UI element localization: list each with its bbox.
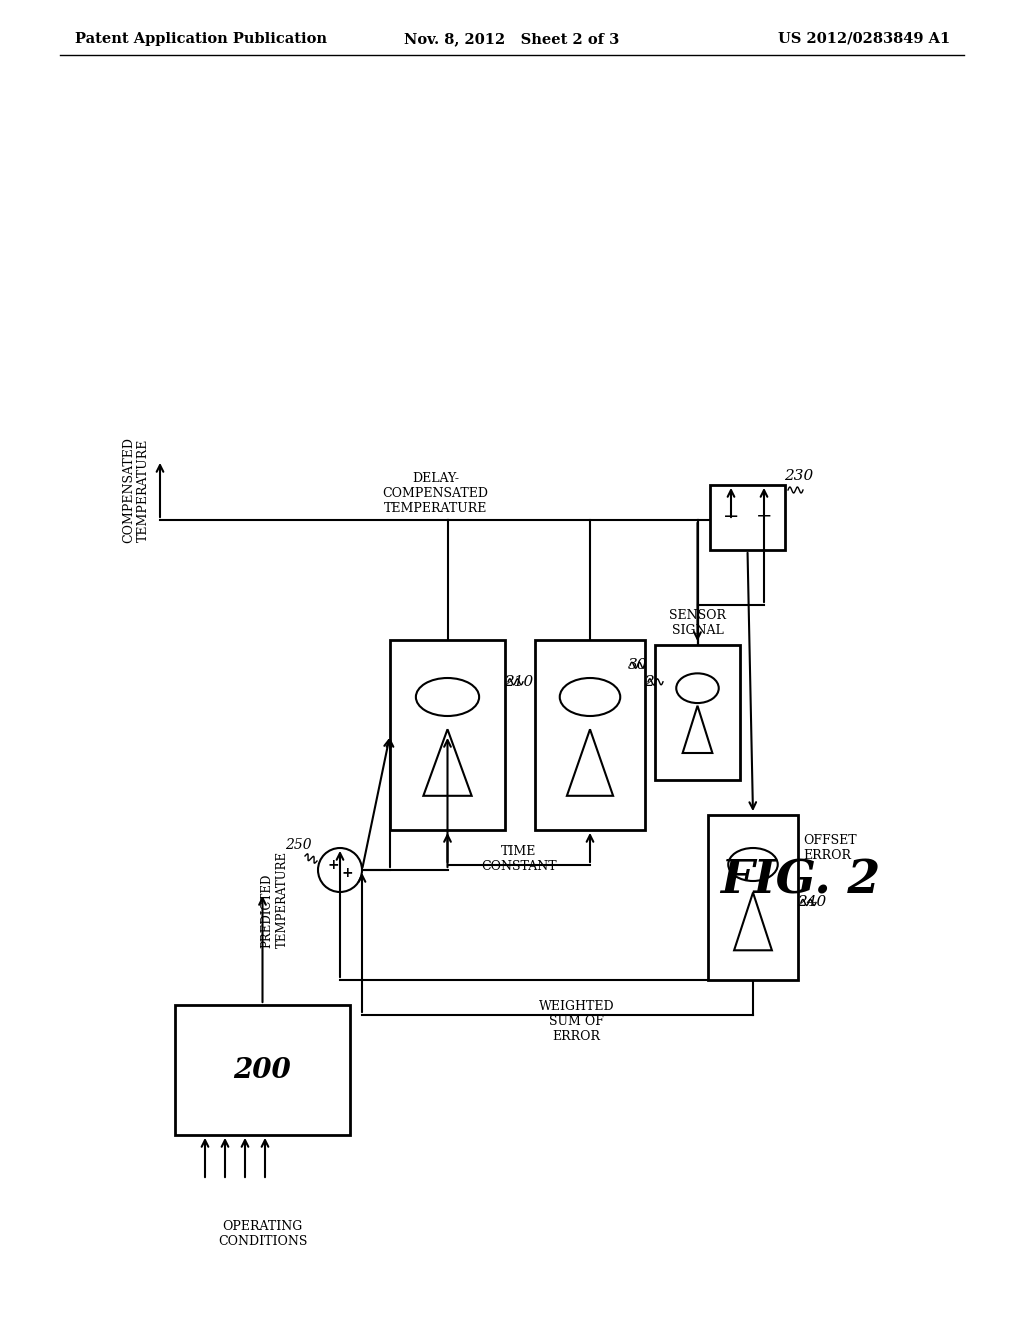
Text: DELAY-
COMPENSATED
TEMPERATURE: DELAY- COMPENSATED TEMPERATURE (383, 473, 488, 515)
Text: SENSOR
SIGNAL: SENSOR SIGNAL (669, 609, 726, 638)
Text: 250: 250 (285, 838, 311, 851)
Text: 30: 30 (628, 659, 647, 672)
Text: PREDICTED
TEMPERATURE: PREDICTED TEMPERATURE (260, 850, 289, 948)
Text: US 2012/0283849 A1: US 2012/0283849 A1 (778, 32, 950, 46)
Text: OPERATING
CONDITIONS: OPERATING CONDITIONS (218, 1220, 307, 1247)
Circle shape (318, 847, 362, 892)
Text: +: + (328, 858, 339, 873)
Text: 210: 210 (504, 675, 534, 689)
Bar (175, 1005, 350, 1135)
Bar (655, 645, 740, 780)
Bar (390, 640, 505, 830)
Text: OFFSET
ERROR: OFFSET ERROR (803, 834, 857, 862)
Text: WEIGHTED
SUM OF
ERROR: WEIGHTED SUM OF ERROR (539, 1001, 614, 1043)
Text: −: − (723, 507, 739, 525)
Text: 220: 220 (644, 675, 673, 689)
Text: 240: 240 (797, 895, 826, 909)
Text: Patent Application Publication: Patent Application Publication (75, 32, 327, 46)
Text: +: + (341, 866, 353, 880)
Text: 200: 200 (233, 1056, 292, 1084)
Text: TIME
CONSTANT: TIME CONSTANT (481, 845, 557, 873)
Text: 230: 230 (783, 469, 813, 483)
Text: Nov. 8, 2012   Sheet 2 of 3: Nov. 8, 2012 Sheet 2 of 3 (404, 32, 620, 46)
Bar (708, 814, 798, 979)
Text: +: + (756, 507, 772, 525)
Text: FIG. 2: FIG. 2 (720, 857, 880, 903)
Bar (535, 640, 645, 830)
Bar (710, 484, 785, 550)
Text: COMPENSATED
TEMPERATURE: COMPENSATED TEMPERATURE (122, 437, 150, 543)
